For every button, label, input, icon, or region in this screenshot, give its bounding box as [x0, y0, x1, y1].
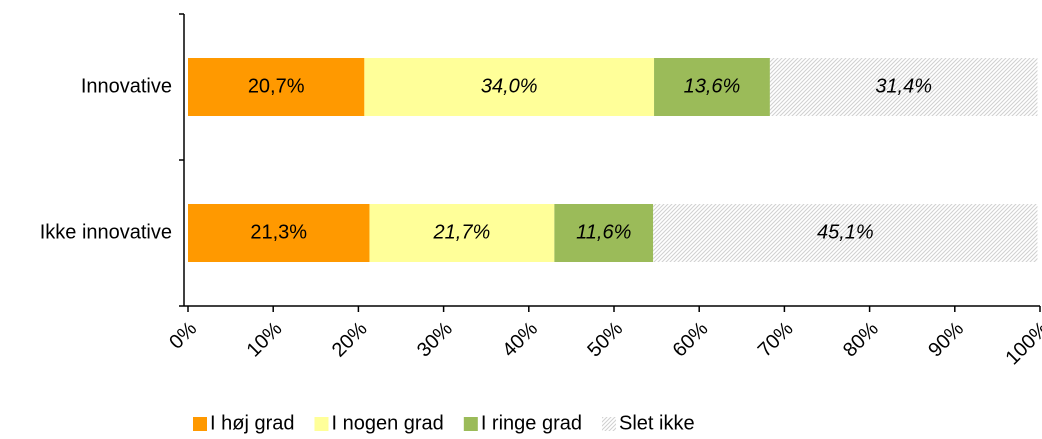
bar-segment: [653, 204, 1038, 262]
legend-swatch: [463, 417, 478, 431]
bar-segment: [769, 58, 1038, 116]
bar-segment: [364, 58, 655, 116]
data-label: 13,6%: [684, 75, 741, 97]
x-tick-label: 40%: [498, 318, 542, 362]
legend-label: I nogen grad: [331, 412, 443, 434]
legend-swatch: [601, 417, 616, 431]
data-label: 34,0%: [481, 75, 538, 97]
data-label: 11,6%: [576, 221, 631, 243]
bar-segment: [654, 58, 770, 116]
x-tick-label: 80%: [839, 318, 883, 362]
bar-segment: [369, 204, 555, 262]
legend-label: Slet ikke: [619, 412, 695, 434]
bar-segment: [188, 58, 365, 116]
x-tick-label: 30%: [413, 318, 457, 362]
data-label: 45,1%: [817, 221, 874, 243]
x-tick-label: 60%: [669, 318, 713, 362]
x-tick-label: 100%: [1002, 318, 1042, 370]
y-tick-label: Innovative: [81, 75, 172, 97]
x-tick-label: 90%: [924, 318, 968, 362]
legend-label: I høj grad: [210, 412, 294, 434]
bar-segment: [188, 204, 370, 262]
data-label: 20,7%: [248, 75, 305, 97]
x-tick-label: 20%: [328, 318, 372, 362]
y-tick-label: Ikke innovative: [40, 221, 172, 243]
x-tick-label: 50%: [583, 318, 627, 362]
legend-swatch: [193, 417, 207, 431]
x-tick-label: 70%: [754, 318, 798, 362]
data-label: 21,3%: [250, 221, 307, 243]
legend-label: I ringe grad: [481, 412, 582, 434]
x-tick-label: 10%: [243, 318, 287, 362]
x-tick-label: 0%: [165, 318, 201, 354]
bar-segment: [554, 204, 654, 262]
data-label: 31,4%: [875, 75, 932, 97]
legend-swatch: [314, 417, 329, 431]
data-label: 21,7%: [433, 221, 491, 243]
